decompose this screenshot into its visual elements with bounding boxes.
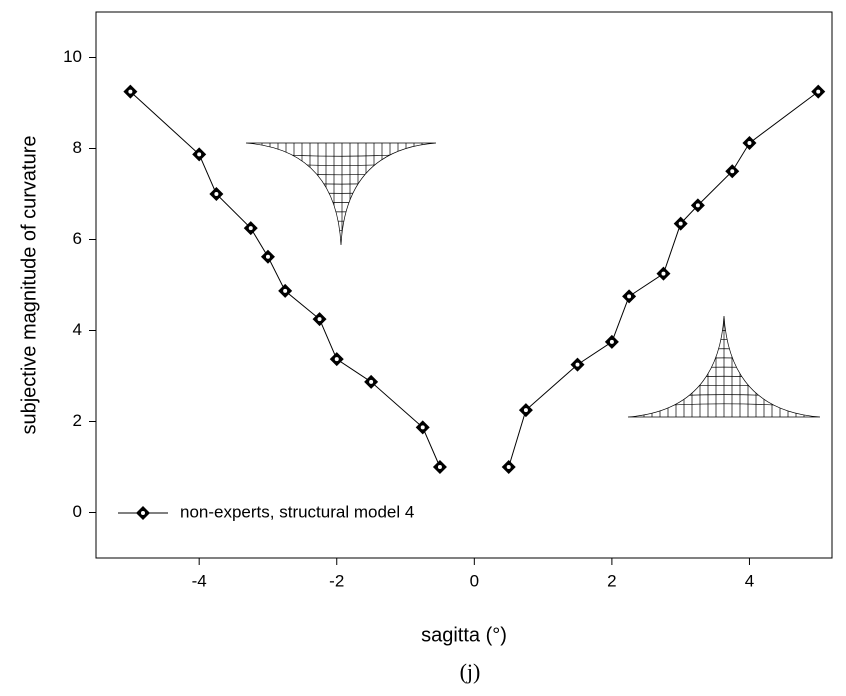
marker-center xyxy=(334,357,339,362)
marker-center xyxy=(214,192,219,196)
marker-center xyxy=(265,254,270,259)
marker-center xyxy=(141,511,145,515)
inset-peak xyxy=(627,315,821,418)
marker xyxy=(604,334,619,349)
marker xyxy=(622,289,637,304)
marker-center xyxy=(730,169,735,174)
marker-center xyxy=(678,221,683,226)
marker-center xyxy=(627,294,632,299)
legend-entry: non-experts, structural model 4 xyxy=(118,502,414,521)
mesh-line xyxy=(246,226,436,231)
mesh-line xyxy=(246,161,436,166)
marker xyxy=(312,312,327,327)
marker xyxy=(432,460,447,474)
marker-center xyxy=(248,226,253,231)
x-tick-label: -4 xyxy=(192,571,207,590)
marker xyxy=(570,357,585,372)
marker-center xyxy=(747,141,752,146)
x-axis-label: sagitta (°) xyxy=(421,624,507,646)
marker-center xyxy=(128,89,133,94)
marker xyxy=(501,460,516,474)
x-tick-label: 2 xyxy=(607,571,616,590)
mesh-line xyxy=(246,179,436,185)
mesh-line xyxy=(246,151,436,157)
marker xyxy=(278,283,293,298)
marker xyxy=(329,352,344,367)
mesh-line xyxy=(246,189,436,194)
y-axis-label: subjective magnitude of curvature xyxy=(18,135,40,434)
marker-center xyxy=(575,362,580,367)
y-tick-label: 2 xyxy=(73,411,82,430)
x-tick-label: -2 xyxy=(329,571,344,590)
legend-marker xyxy=(136,506,150,520)
marker-center xyxy=(816,89,821,94)
marker xyxy=(811,84,826,99)
marker-center xyxy=(369,379,374,384)
marker xyxy=(518,403,533,418)
marker xyxy=(725,164,740,179)
plot-frame xyxy=(95,11,833,559)
marker xyxy=(690,198,705,213)
marker-center xyxy=(695,203,700,208)
marker-center xyxy=(283,288,288,293)
marker xyxy=(673,216,688,231)
marker-center xyxy=(523,408,528,413)
y-tick-label: 0 xyxy=(73,502,82,521)
caption: (j) xyxy=(460,659,481,684)
mesh-line xyxy=(246,207,436,213)
y-tick-label: 4 xyxy=(73,320,82,339)
legend-label: non-experts, structural model 4 xyxy=(180,502,414,521)
marker xyxy=(260,249,275,264)
inset-funnel xyxy=(245,142,437,246)
marker-center xyxy=(197,152,202,157)
marker-center xyxy=(609,339,614,344)
marker xyxy=(209,187,224,201)
marker-center xyxy=(506,465,511,469)
marker xyxy=(742,136,757,151)
mesh-line xyxy=(246,198,436,203)
y-tick-label: 10 xyxy=(63,47,82,66)
marker xyxy=(656,266,671,281)
series-line xyxy=(130,91,441,468)
marker xyxy=(415,420,430,435)
mesh-line xyxy=(246,170,436,176)
marker xyxy=(123,84,138,99)
marker xyxy=(364,374,379,389)
marker-center xyxy=(420,425,425,430)
y-tick-label: 8 xyxy=(73,138,82,157)
marker-center xyxy=(437,465,442,469)
y-tick-label: 6 xyxy=(73,229,82,248)
mesh-line xyxy=(246,216,436,222)
marker-center xyxy=(661,271,666,276)
mesh-line xyxy=(246,235,436,241)
x-tick-label: 4 xyxy=(745,571,754,590)
x-tick-label: 0 xyxy=(470,571,479,590)
marker xyxy=(243,221,258,236)
marker-center xyxy=(317,317,322,322)
marker xyxy=(192,147,207,162)
